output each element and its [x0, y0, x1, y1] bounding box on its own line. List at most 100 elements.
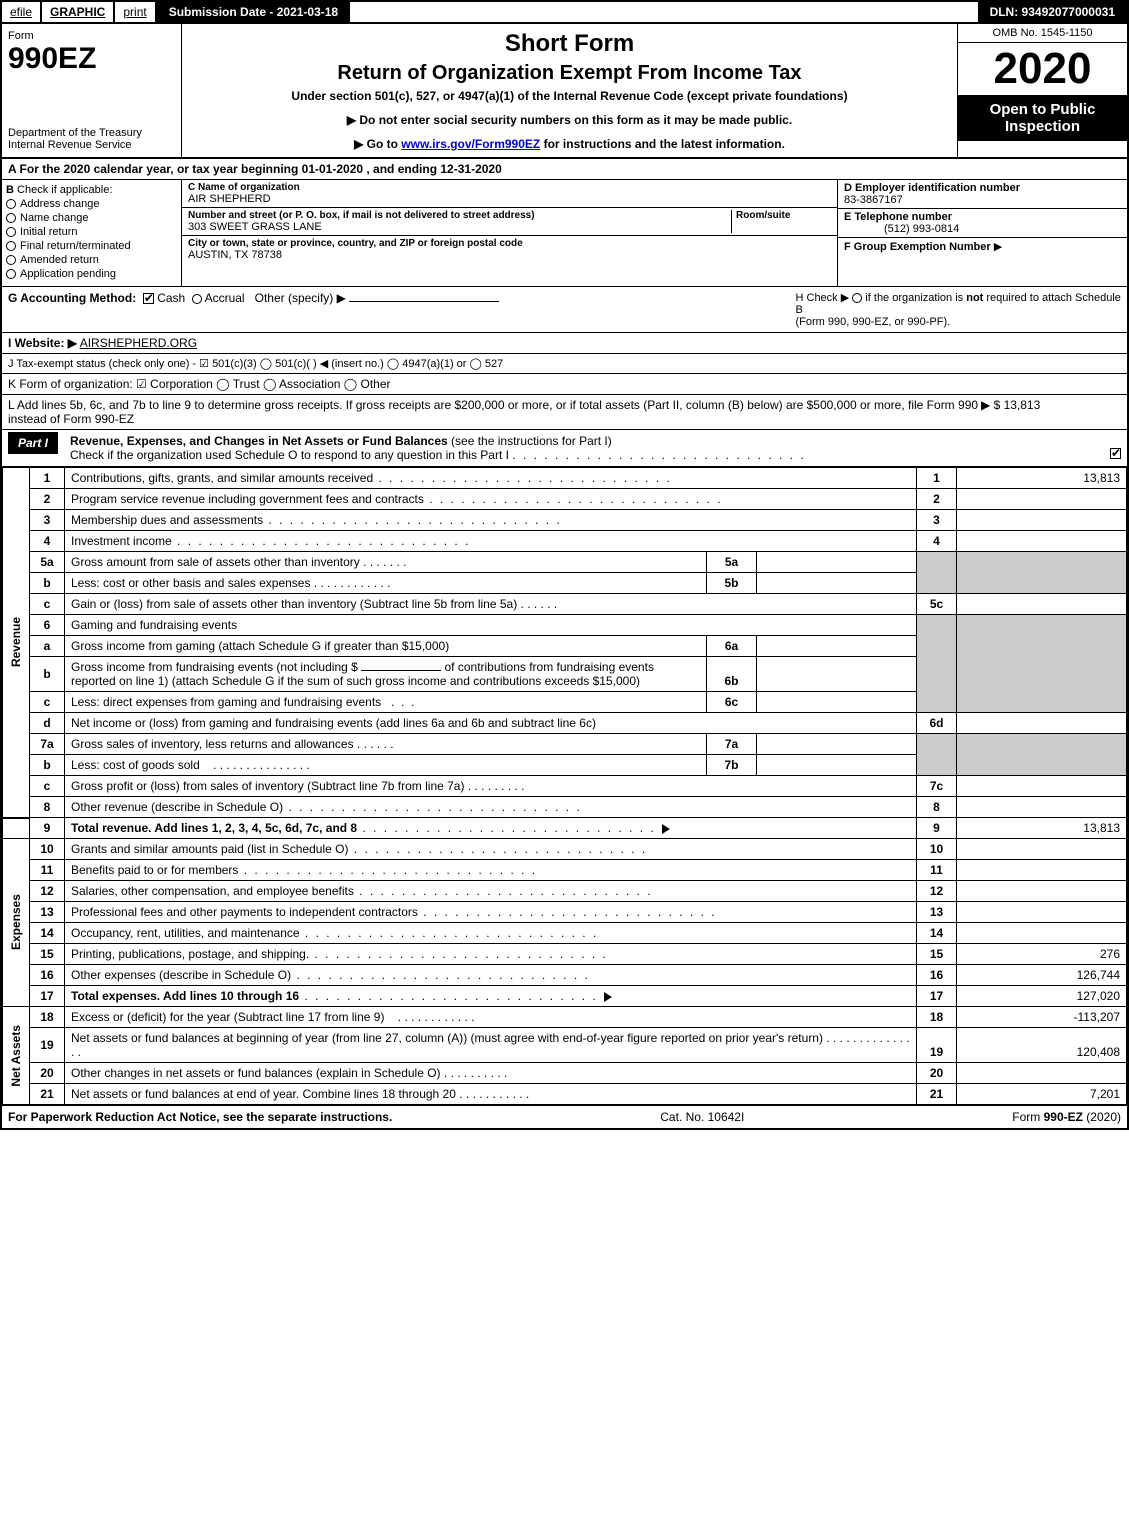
line-text: Gross profit or (loss) from sales of inv…: [71, 779, 464, 793]
graphic-link[interactable]: GRAPHIC: [42, 2, 115, 22]
checkbox-initial-return[interactable]: Initial return: [6, 226, 177, 238]
line-amount: [957, 776, 1127, 797]
line-rnum: 2: [917, 489, 957, 510]
section-expenses: Expenses: [3, 839, 30, 1007]
line-num: c: [30, 594, 65, 615]
row-k: K Form of organization: ☑ Corporation ◯ …: [2, 374, 1127, 395]
g-cash: Cash: [157, 291, 185, 305]
line-text: Gain or (loss) from sale of assets other…: [71, 597, 517, 611]
line-amount: [957, 531, 1127, 552]
checkbox-name-change[interactable]: Name change: [6, 212, 177, 224]
part-i-title-bold: Revenue, Expenses, and Changes in Net As…: [70, 434, 448, 448]
line-amount: 13,813: [957, 818, 1127, 839]
line-text: Total revenue. Add lines 1, 2, 3, 4, 5c,…: [71, 821, 357, 835]
checkbox-h[interactable]: [852, 293, 862, 303]
line-desc: Program service revenue including govern…: [65, 489, 917, 510]
sub-val: [757, 552, 917, 573]
part-i-check-line: Check if the organization used Schedule …: [70, 448, 509, 462]
line-rnum: 12: [917, 881, 957, 902]
line-text: Excess or (deficit) for the year (Subtra…: [71, 1010, 384, 1024]
row-l: L Add lines 5b, 6c, and 7b to line 9 to …: [2, 395, 1127, 430]
line-amount: [957, 510, 1127, 531]
line-text: Net assets or fund balances at end of ye…: [71, 1087, 456, 1101]
irs-link[interactable]: www.irs.gov/Form990EZ: [401, 137, 540, 151]
part-i-instr: (see the instructions for Part I): [451, 434, 612, 448]
b-check-label: Check if applicable:: [17, 184, 112, 196]
line-desc: Other revenue (describe in Schedule O): [65, 797, 917, 818]
dots: [418, 905, 717, 919]
line-amount: [957, 860, 1127, 881]
line-rnum: 5c: [917, 594, 957, 615]
line-amount: [957, 1063, 1127, 1084]
checkbox-amended-return[interactable]: Amended return: [6, 254, 177, 266]
website-link[interactable]: AIRSHEPHERD.ORG: [80, 336, 197, 350]
line-desc: Other expenses (describe in Schedule O): [65, 965, 917, 986]
header-left: Form 990EZ Department of the Treasury In…: [2, 24, 182, 157]
part-i-tab: Part I: [8, 432, 58, 454]
footer-right-post: (2020): [1083, 1110, 1121, 1124]
line-rnum: 10: [917, 839, 957, 860]
checkbox-accrual[interactable]: [192, 294, 202, 304]
checkbox-address-change[interactable]: Address change: [6, 198, 177, 210]
line-text: Program service revenue including govern…: [71, 492, 424, 506]
section-g: G Accounting Method: Cash Accrual Other …: [2, 287, 790, 332]
note-ssn: ▶ Do not enter social security numbers o…: [188, 113, 951, 127]
sub-val: [757, 755, 917, 776]
line-desc: Other changes in net assets or fund bala…: [65, 1063, 917, 1084]
checkbox-cash[interactable]: [143, 293, 154, 304]
line-rnum: 4: [917, 531, 957, 552]
triangle-icon: [604, 992, 612, 1002]
efile-link[interactable]: efile: [2, 2, 42, 22]
note-goto-pre: ▶ Go to: [354, 137, 401, 151]
b-item-label: Amended return: [20, 254, 99, 266]
c-name-label: C Name of organization: [188, 182, 831, 193]
print-link[interactable]: print: [115, 2, 156, 22]
line-desc: Gross profit or (loss) from sales of inv…: [65, 776, 917, 797]
row-j: J Tax-exempt status (check only one) - ☑…: [2, 354, 1127, 374]
line-desc: Gross income from fundraising events (no…: [65, 657, 707, 692]
form-number: 990EZ: [8, 42, 175, 76]
under-section: Under section 501(c), 527, or 4947(a)(1)…: [188, 89, 951, 103]
dots: [172, 534, 471, 548]
line-num: 3: [30, 510, 65, 531]
section-h: H Check ▶ if the organization is not req…: [790, 287, 1128, 332]
line-rnum: 20: [917, 1063, 957, 1084]
line-num: 19: [30, 1028, 65, 1063]
line-rnum: 7c: [917, 776, 957, 797]
line-amount: 13,813: [957, 468, 1127, 489]
line-rnum: 11: [917, 860, 957, 881]
sub-num: 5a: [707, 552, 757, 573]
org-name: AIR SHEPHERD: [188, 193, 831, 205]
circle-icon: [6, 241, 16, 251]
line-rnum: 21: [917, 1084, 957, 1105]
row-a-tax-year: A For the 2020 calendar year, or tax yea…: [2, 159, 1127, 180]
b-item-label: Address change: [20, 198, 100, 210]
footer-right: Form 990-EZ (2020): [1012, 1110, 1121, 1124]
dept-line1: Department of the Treasury: [8, 127, 142, 139]
checkbox-application-pending[interactable]: Application pending: [6, 268, 177, 280]
line-rnum: 15: [917, 944, 957, 965]
h-text2: if the organization is: [865, 292, 966, 304]
checkbox-final-return[interactable]: Final return/terminated: [6, 240, 177, 252]
line-desc: Gaming and fundraising events: [65, 615, 917, 636]
revenue-label: Revenue: [9, 617, 23, 667]
part-i-header: Part I Revenue, Expenses, and Changes in…: [2, 430, 1127, 467]
section-def: D Employer identification number 83-3867…: [837, 180, 1127, 286]
section-c: C Name of organization AIR SHEPHERD Numb…: [182, 180, 837, 286]
line-rnum: 16: [917, 965, 957, 986]
line-num: 12: [30, 881, 65, 902]
checkbox-schedule-o[interactable]: [1110, 448, 1121, 459]
line-text: Total expenses. Add lines 10 through 16: [71, 989, 299, 1003]
b-letter: B: [6, 184, 14, 196]
line-text: Membership dues and assessments: [71, 513, 263, 527]
line-text: Investment income: [71, 534, 172, 548]
f-arrow: ▶: [994, 241, 1002, 253]
dots: [354, 884, 653, 898]
dots: [357, 821, 656, 835]
line-desc: Gross amount from sale of assets other t…: [65, 552, 707, 573]
line-desc: Net assets or fund balances at beginning…: [65, 1028, 917, 1063]
b-item-label: Name change: [20, 212, 89, 224]
department-label: Department of the Treasury Internal Reve…: [8, 127, 175, 151]
note-goto: ▶ Go to www.irs.gov/Form990EZ for instru…: [188, 137, 951, 151]
line-amount: [957, 902, 1127, 923]
